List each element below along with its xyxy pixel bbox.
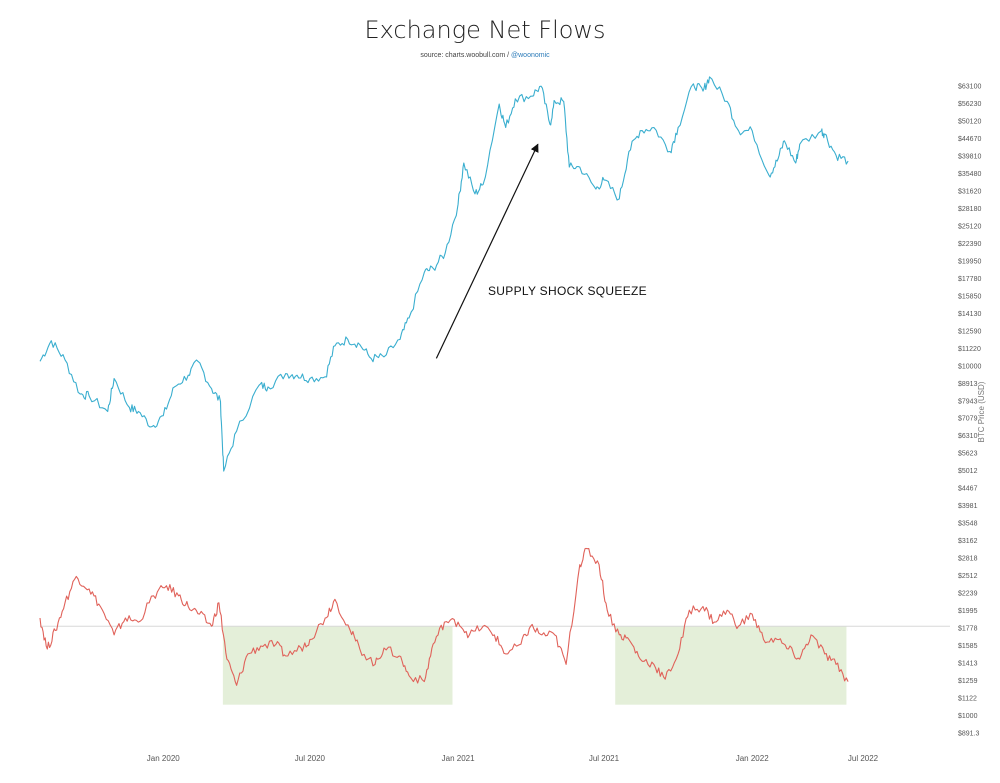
y-tick-label: $6310 — [958, 433, 978, 440]
x-tick-label: Jul 2020 — [295, 754, 326, 763]
y-tick-label: $3548 — [958, 521, 978, 528]
y-tick-label: $14130 — [958, 311, 981, 318]
y-tick-label: $39810 — [958, 153, 981, 160]
y-axis-title: BTC Price (USD) — [977, 381, 986, 442]
btc-price-line — [39, 76, 849, 472]
y-tick-label: $7079 — [958, 416, 978, 423]
x-tick-label: Jan 2022 — [736, 754, 769, 763]
subtitle-source: source: charts.woobull.com / — [420, 52, 512, 59]
exchange-net-flow-line — [39, 547, 849, 686]
annotation-arrow — [435, 143, 539, 359]
y-tick-label: $1259 — [958, 678, 978, 685]
y-tick-label: $891.3 — [958, 731, 980, 738]
y-tick-label: $28180 — [958, 206, 981, 213]
y-tick-label: $12590 — [958, 328, 981, 335]
y-tick-label: $3162 — [958, 538, 978, 545]
y-tick-label: $1122 — [958, 696, 977, 703]
y-tick-label: $17780 — [958, 276, 981, 283]
shaded-region-1 — [222, 626, 453, 705]
y-tick-label: $1585 — [958, 643, 978, 650]
shaded-region-2 — [615, 626, 847, 705]
y-tick-label: $44670 — [958, 136, 981, 143]
subtitle-handle[interactable]: @woonomic — [511, 52, 550, 59]
y-tick-label: $3981 — [958, 503, 978, 510]
y-tick-label: $1000 — [958, 713, 978, 720]
y-tick-label: $11220 — [958, 346, 981, 353]
y-tick-label: $2512 — [958, 573, 978, 580]
y-tick-label: $56230 — [958, 101, 981, 108]
y-tick-label: $8913 — [958, 381, 978, 388]
y-tick-label: $4467 — [958, 486, 978, 493]
y-tick-label: $15850 — [958, 293, 981, 300]
y-tick-label: $22390 — [958, 241, 981, 248]
y-tick-label: $7943 — [958, 398, 978, 405]
y-tick-label: $31620 — [958, 188, 981, 195]
y-tick-label: $5623 — [958, 451, 978, 458]
y-tick-label: $1778 — [958, 626, 978, 633]
series-lines — [39, 76, 849, 686]
page-title: Exchange Net Flows — [364, 16, 606, 44]
chart-subtitle: source: charts.woobull.com / @woonomic — [0, 52, 970, 59]
y-tick-label: $35480 — [958, 171, 981, 178]
y-tick-label: $19950 — [958, 258, 981, 265]
y-tick-label: $1995 — [958, 608, 978, 615]
x-tick-label: Jul 2022 — [848, 754, 879, 763]
y-tick-label: $1413 — [958, 661, 978, 668]
y-tick-label: $50120 — [958, 118, 981, 125]
x-axis-ticks: Jan 2020 Jul 2020 Jan 2021 Jul 2021 Jan 2022… — [147, 754, 879, 763]
x-tick-label: Jan 2020 — [147, 754, 180, 763]
x-tick-label: Jan 2021 — [442, 754, 475, 763]
shaded-regions — [222, 626, 847, 705]
y-tick-label: $25120 — [958, 223, 981, 230]
x-tick-label: Jul 2021 — [589, 754, 620, 763]
y-tick-label: $63100 — [958, 84, 981, 91]
y-axis-ticks: $63100 $56230 $50120 $44670 $39810 $35480 $316… — [958, 84, 981, 738]
y-tick-label: $10000 — [958, 363, 981, 370]
annotation-supply-shock-squeeze: SUPPLY SHOCK SQUEEZE — [488, 284, 647, 298]
y-tick-label: $2239 — [958, 591, 978, 598]
y-tick-label: $5012 — [958, 468, 978, 475]
y-tick-label: $2818 — [958, 556, 978, 563]
